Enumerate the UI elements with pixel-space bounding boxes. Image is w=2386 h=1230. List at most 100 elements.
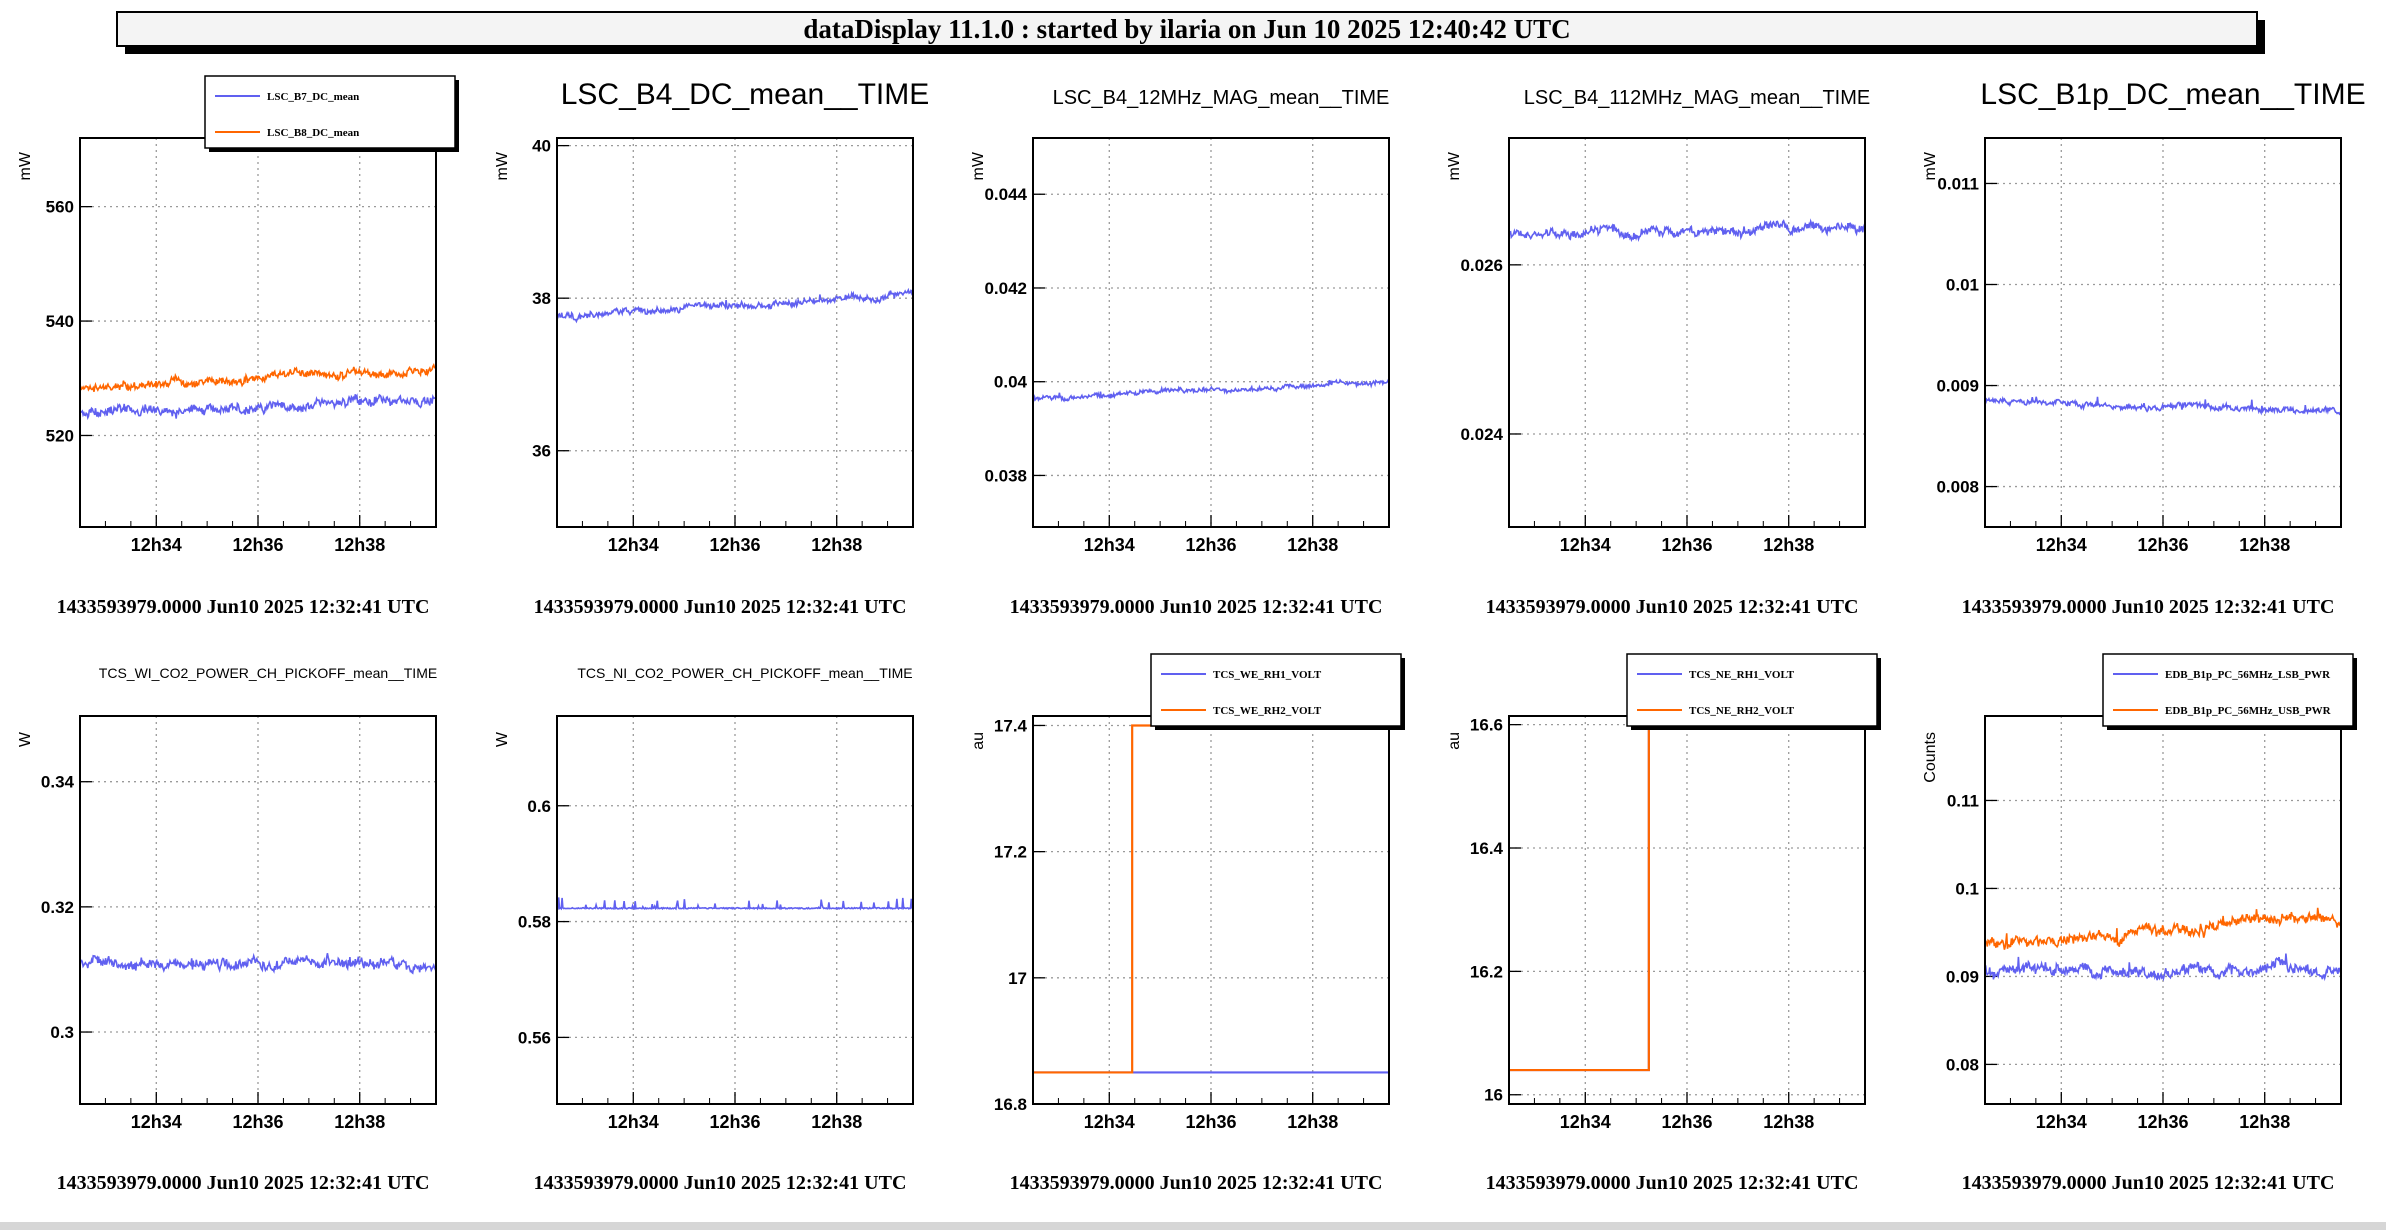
legend-box bbox=[2102, 653, 2354, 727]
ytick-label: 16.6 bbox=[1470, 716, 1503, 735]
series-line-1 bbox=[556, 287, 914, 324]
ytick-label: 40 bbox=[532, 137, 551, 156]
ytick-label: 38 bbox=[532, 289, 551, 308]
legend-label: TCS_NE_RH1_VOLT bbox=[1689, 669, 1795, 681]
ytick-label: 0.011 bbox=[1937, 174, 1979, 193]
ytick-label: 0.34 bbox=[41, 773, 75, 792]
ytick-label: 560 bbox=[46, 198, 74, 217]
xtick-label: 12h36 bbox=[709, 535, 760, 555]
xtick-label: 12h34 bbox=[131, 535, 182, 555]
legend-label: LSC_B8_DC_mean bbox=[267, 127, 359, 139]
title-bar: dataDisplay 11.1.0 : started by ilaria o… bbox=[116, 11, 2258, 47]
ytick-label: 0.56 bbox=[518, 1028, 551, 1047]
y-axis-label: mW bbox=[970, 151, 987, 180]
chart-title: LSC_B1p_DC_mean__TIME bbox=[1980, 78, 2365, 111]
xtick-label: 12h38 bbox=[1287, 1112, 1338, 1132]
footer-timestamp: 1433593979.0000 Jun10 2025 12:32:41 UTC bbox=[1486, 1172, 1859, 1194]
series-line-1 bbox=[556, 897, 914, 911]
chart-title: LSC_B4_12MHz_MAG_mean__TIME bbox=[1053, 87, 1390, 109]
chart-title: LSC_B4_112MHz_MAG_mean__TIME bbox=[1524, 87, 1870, 109]
legend-label: LSC_B7_DC_mean bbox=[267, 91, 359, 103]
legend-label: EDB_B1p_PC_56MHz_USB_PWR bbox=[2165, 705, 2332, 717]
chart-panel-9: 16 16.2 16.4 16.6 12h34 12h36 12h38 au TCS_NE_RH… bbox=[1446, 653, 1881, 1194]
ytick-label: 520 bbox=[46, 426, 74, 445]
ytick-label: 0.04 bbox=[994, 373, 1028, 392]
y-axis-label: Counts bbox=[1922, 732, 1939, 783]
series-line-1 bbox=[79, 952, 437, 975]
xtick-label: 12h36 bbox=[232, 535, 283, 555]
y-axis-label: W bbox=[494, 731, 511, 747]
footer-timestamp: 1433593979.0000 Jun10 2025 12:32:41 UTC bbox=[1010, 1172, 1383, 1194]
plot-frame bbox=[556, 137, 914, 528]
plot-frame bbox=[79, 715, 437, 1105]
ytick-label: 0.11 bbox=[1947, 791, 1979, 810]
series-line-1 bbox=[79, 393, 437, 421]
xtick-label: 12h34 bbox=[2036, 1112, 2087, 1132]
chart-panel-10: 0.08 0.09 0.1 0.11 12h34 12h36 12h38 Counts EDB_… bbox=[1922, 653, 2357, 1194]
chart-panel-2: 36 38 40 12h34 12h36 12h38 mW LSC_B4_DC_mean__T… bbox=[494, 78, 929, 618]
footer-timestamp: 1433593979.0000 Jun10 2025 12:32:41 UTC bbox=[57, 1172, 430, 1194]
ytick-label: 0.026 bbox=[1460, 256, 1503, 275]
ytick-label: 36 bbox=[532, 442, 551, 461]
footer-timestamp: 1433593979.0000 Jun10 2025 12:32:41 UTC bbox=[534, 1172, 907, 1194]
plot-frame bbox=[1032, 137, 1390, 528]
xtick-label: 12h38 bbox=[1763, 1112, 1814, 1132]
footer-timestamp: 1433593979.0000 Jun10 2025 12:32:41 UTC bbox=[57, 596, 430, 618]
plot-frame bbox=[556, 715, 914, 1105]
ytick-label: 16.8 bbox=[994, 1095, 1027, 1114]
xtick-label: 12h34 bbox=[1084, 535, 1135, 555]
series-line-2 bbox=[1984, 907, 2342, 950]
xtick-label: 12h34 bbox=[1084, 1112, 1135, 1132]
chart-title: TCS_NI_CO2_POWER_CH_PICKOFF_mean__TIME bbox=[577, 665, 912, 681]
footer-timestamp: 1433593979.0000 Jun10 2025 12:32:41 UTC bbox=[1962, 596, 2335, 618]
chart-panel-5: 0.008 0.009 0.01 0.011 12h34 12h36 12h38 mW LSC_… bbox=[1922, 78, 2366, 618]
ytick-label: 0.024 bbox=[1460, 425, 1503, 444]
y-axis-label: mW bbox=[1922, 151, 1939, 180]
ytick-label: 16.4 bbox=[1470, 839, 1504, 858]
xtick-label: 12h36 bbox=[1185, 535, 1236, 555]
bottom-scrollbar[interactable] bbox=[0, 1222, 2386, 1230]
ytick-label: 16.2 bbox=[1470, 962, 1503, 981]
xtick-label: 12h34 bbox=[608, 1112, 659, 1132]
chart-panel-8: 16.8 17 17.2 17.4 12h34 12h36 12h38 au TCS_WE_RH… bbox=[970, 653, 1405, 1194]
xtick-label: 12h36 bbox=[232, 1112, 283, 1132]
ytick-label: 0.08 bbox=[1946, 1055, 1979, 1074]
chart-title: TCS_WI_CO2_POWER_CH_PICKOFF_mean__TIME bbox=[99, 665, 437, 681]
ytick-label: 17.2 bbox=[994, 843, 1027, 862]
xtick-label: 12h34 bbox=[2036, 535, 2087, 555]
series-line-2 bbox=[79, 363, 437, 392]
ytick-label: 0.58 bbox=[518, 913, 551, 932]
series-line-1 bbox=[1032, 378, 1390, 403]
xtick-label: 12h36 bbox=[1661, 1112, 1712, 1132]
ytick-label: 540 bbox=[46, 312, 74, 331]
legend-box bbox=[1150, 653, 1402, 727]
plot-frame bbox=[1984, 137, 2342, 528]
xtick-label: 12h34 bbox=[131, 1112, 182, 1132]
xtick-label: 12h38 bbox=[811, 1112, 862, 1132]
xtick-label: 12h34 bbox=[1560, 535, 1611, 555]
chart-title: LSC_B4_DC_mean__TIME bbox=[561, 78, 930, 111]
footer-timestamp: 1433593979.0000 Jun10 2025 12:32:41 UTC bbox=[1486, 596, 1859, 618]
footer-timestamp: 1433593979.0000 Jun10 2025 12:32:41 UTC bbox=[1962, 1172, 2335, 1194]
xtick-label: 12h38 bbox=[811, 535, 862, 555]
chart-panel-1: 520 540 560 12h34 12h36 12h38 mW LSC_B7_DC_mean… bbox=[17, 75, 459, 618]
xtick-label: 12h38 bbox=[2239, 1112, 2290, 1132]
ytick-label: 0.01 bbox=[1946, 276, 1979, 295]
xtick-label: 12h38 bbox=[2239, 535, 2290, 555]
y-axis-label: au bbox=[970, 732, 987, 750]
y-axis-label: au bbox=[1446, 732, 1463, 750]
ytick-label: 0.038 bbox=[984, 466, 1027, 485]
ytick-label: 0.009 bbox=[1936, 377, 1979, 396]
legend-label: EDB_B1p_PC_56MHz_LSB_PWR bbox=[2165, 669, 2331, 681]
chart-panel-6: 0.3 0.32 0.34 12h34 12h36 12h38 W TCS_WI_CO2_PO… bbox=[17, 665, 437, 1194]
legend-box bbox=[204, 75, 456, 149]
ytick-label: 0.3 bbox=[50, 1023, 74, 1042]
xtick-label: 12h34 bbox=[608, 535, 659, 555]
series-line-1 bbox=[1984, 395, 2342, 416]
xtick-label: 12h36 bbox=[2137, 1112, 2188, 1132]
chart-panel-3: 0.038 0.04 0.042 0.044 12h34 12h36 12h38 mW LSC_… bbox=[970, 87, 1390, 618]
chart-panel-7: 0.56 0.58 0.6 12h34 12h36 12h38 W TCS_NI_CO2_PO… bbox=[494, 665, 914, 1194]
ytick-label: 0.042 bbox=[984, 279, 1027, 298]
series-line-1 bbox=[1508, 218, 1866, 243]
